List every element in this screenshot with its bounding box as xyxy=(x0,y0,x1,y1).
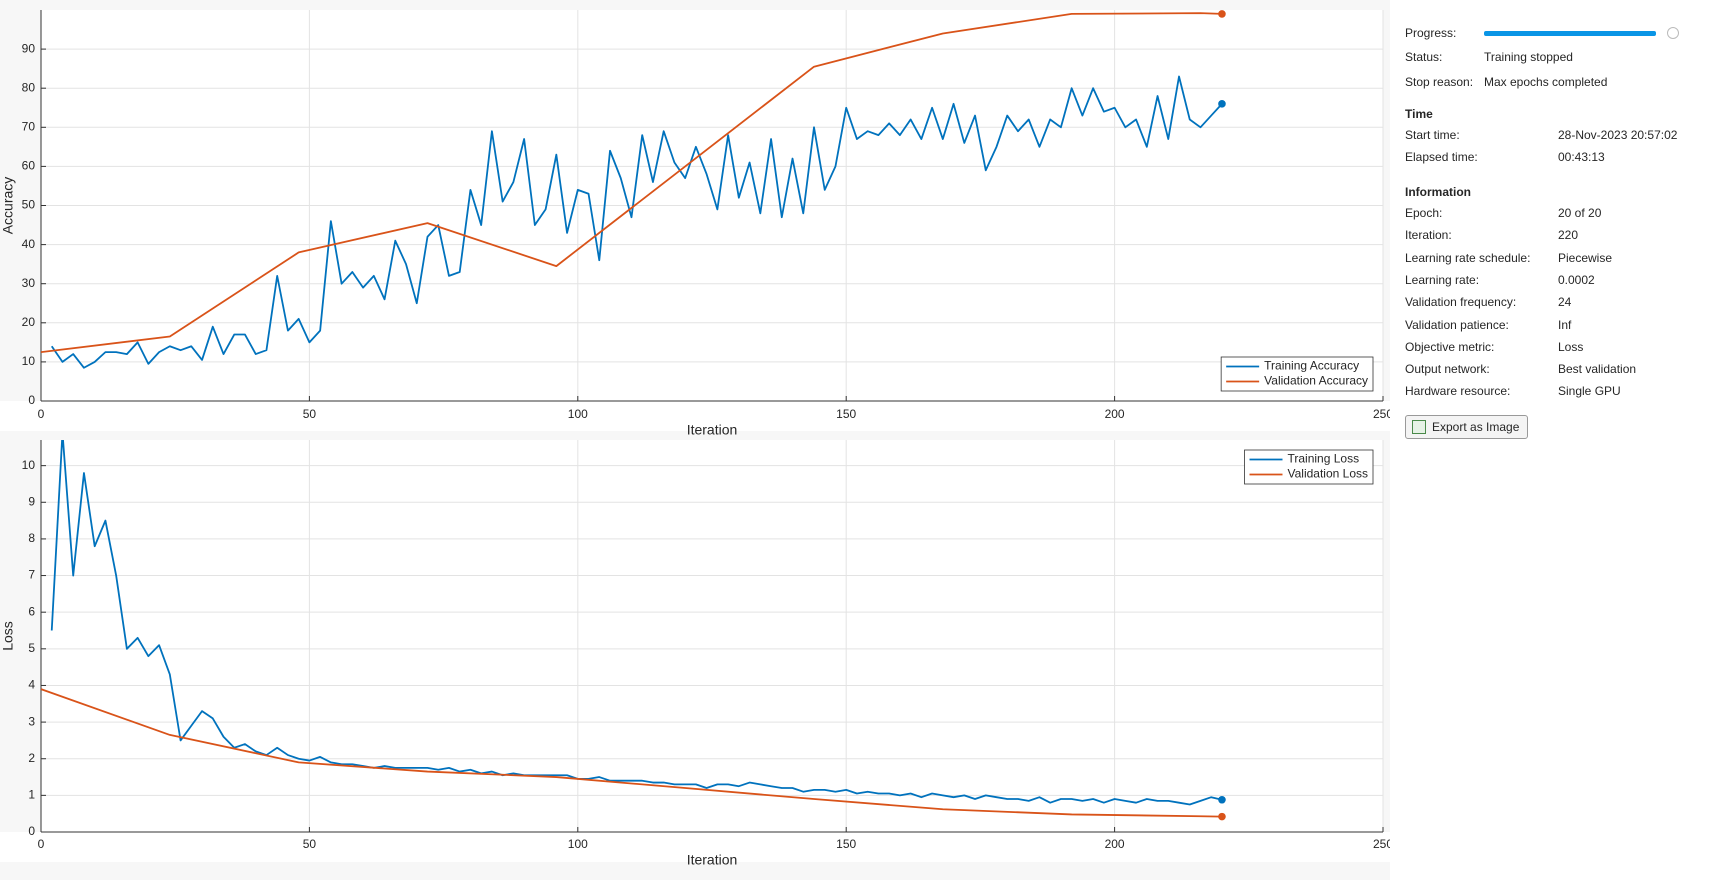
end-marker xyxy=(1218,100,1226,108)
export-label: Export as Image xyxy=(1432,420,1520,434)
y-tick-label: 90 xyxy=(22,41,36,55)
end-marker xyxy=(1218,795,1226,804)
info-panel: Progress: Status: Training stopped Stop rea… xyxy=(1390,0,1720,880)
y-tick-label: 5 xyxy=(28,641,35,655)
series-line xyxy=(50,440,1223,806)
info-label: Learning rate schedule: xyxy=(1405,250,1531,265)
status-label: Status: xyxy=(1405,50,1443,64)
status-label: Stop reason: xyxy=(1405,75,1474,89)
info-label: Validation frequency: xyxy=(1405,295,1517,310)
x-tick-label: 0 xyxy=(38,837,45,851)
legend-label: Training Loss xyxy=(1288,452,1360,466)
y-tick-label: 7 xyxy=(28,568,35,582)
export-button[interactable]: Export as Image xyxy=(1405,415,1529,439)
x-tick-label: 0 xyxy=(38,407,45,421)
x-tick-label: 200 xyxy=(1105,407,1125,421)
legend-label: Validation Loss xyxy=(1288,467,1369,481)
info-value: 220 xyxy=(1558,228,1579,243)
y-tick-label: 10 xyxy=(22,458,36,472)
series-line xyxy=(41,688,1222,818)
y-tick-label: 2 xyxy=(28,751,35,765)
tick-area xyxy=(0,401,1390,431)
export-icon xyxy=(1412,420,1426,434)
end-marker xyxy=(1218,10,1226,18)
info-value: Best validation xyxy=(1558,362,1637,377)
y-tick-label: 3 xyxy=(28,714,35,728)
status-value: Training stopped xyxy=(1484,50,1573,64)
x-tick-label: 250 xyxy=(1373,837,1390,851)
info-label: Epoch: xyxy=(1405,206,1443,220)
tick-area xyxy=(0,832,1390,862)
y-tick-label: 10 xyxy=(22,354,36,368)
legend-box xyxy=(1220,356,1374,392)
y-axis-label: Loss xyxy=(0,621,16,651)
x-tick-label: 100 xyxy=(568,837,588,851)
y-tick-label: 4 xyxy=(28,678,35,692)
progress-bar xyxy=(1484,31,1656,36)
info-value: 28-Nov-2023 20:57:02 xyxy=(1558,128,1678,142)
info-label: Output network: xyxy=(1405,362,1490,377)
y-tick-label: 50 xyxy=(22,198,36,212)
status-value: Max epochs completed xyxy=(1484,75,1608,89)
progress-label: Progress: xyxy=(1405,26,1457,40)
legend-label: Training Accuracy xyxy=(1264,359,1359,373)
info-label: Objective metric: xyxy=(1405,339,1495,354)
info-label: Elapsed time: xyxy=(1405,150,1478,165)
x-tick-label: 250 xyxy=(1373,407,1390,421)
info-value: 20 of 20 xyxy=(1558,206,1602,220)
info-value: Piecewise xyxy=(1558,250,1613,265)
info-value: 0.0002 xyxy=(1558,272,1595,287)
y-tick-label: 20 xyxy=(22,315,36,329)
y-tick-label: 80 xyxy=(22,80,36,94)
section-title: Information xyxy=(1405,185,1471,199)
series-line xyxy=(41,12,1222,354)
info-value: Loss xyxy=(1558,339,1584,354)
plots: 0 50 100 150 200 2500102030405060708090Iterat… xyxy=(0,10,1390,868)
info-value: 24 xyxy=(1558,295,1572,310)
end-marker xyxy=(1218,812,1226,821)
info-value: Inf xyxy=(1558,317,1572,332)
x-tick-label: 50 xyxy=(303,837,317,851)
y-tick-label: 0 xyxy=(28,824,35,838)
y-tick-label: 70 xyxy=(22,119,36,133)
x-tick-label: 150 xyxy=(836,837,856,851)
x-axis-label: Iteration xyxy=(687,852,738,868)
y-tick-label: 8 xyxy=(28,531,35,545)
info-label: Iteration: xyxy=(1405,228,1452,243)
x-tick-label: 100 xyxy=(568,407,588,421)
y-tick-label: 0 xyxy=(28,393,35,407)
y-axis-label: Accuracy xyxy=(0,177,16,235)
y-tick-label: 1 xyxy=(28,788,35,802)
info-label: Hardware resource: xyxy=(1405,384,1511,399)
y-tick-label: 6 xyxy=(28,604,35,618)
y-tick-label: 40 xyxy=(22,237,36,251)
y-tick-label: 60 xyxy=(22,159,36,173)
info-label: Validation patience: xyxy=(1405,317,1509,332)
stop-button[interactable] xyxy=(1667,27,1679,39)
info-label: Start time: xyxy=(1405,128,1460,142)
info-value: Single GPU xyxy=(1558,384,1621,399)
y-tick-label: 9 xyxy=(28,494,35,508)
x-tick-label: 50 xyxy=(303,407,317,421)
section-title: Time xyxy=(1405,107,1433,121)
y-tick-label: 30 xyxy=(22,276,36,290)
info-label: Learning rate: xyxy=(1405,272,1480,287)
legend-box xyxy=(1244,449,1374,485)
plot-area xyxy=(41,440,1383,832)
series-group xyxy=(41,440,1223,818)
x-tick-label: 200 xyxy=(1105,837,1125,851)
legend-label: Validation Accuracy xyxy=(1264,374,1368,388)
series-line xyxy=(50,75,1223,369)
x-tick-label: 150 xyxy=(836,407,856,421)
x-axis-label: Iteration xyxy=(687,422,738,438)
series-group xyxy=(41,12,1223,369)
info-value: 00:43:13 xyxy=(1558,150,1605,165)
